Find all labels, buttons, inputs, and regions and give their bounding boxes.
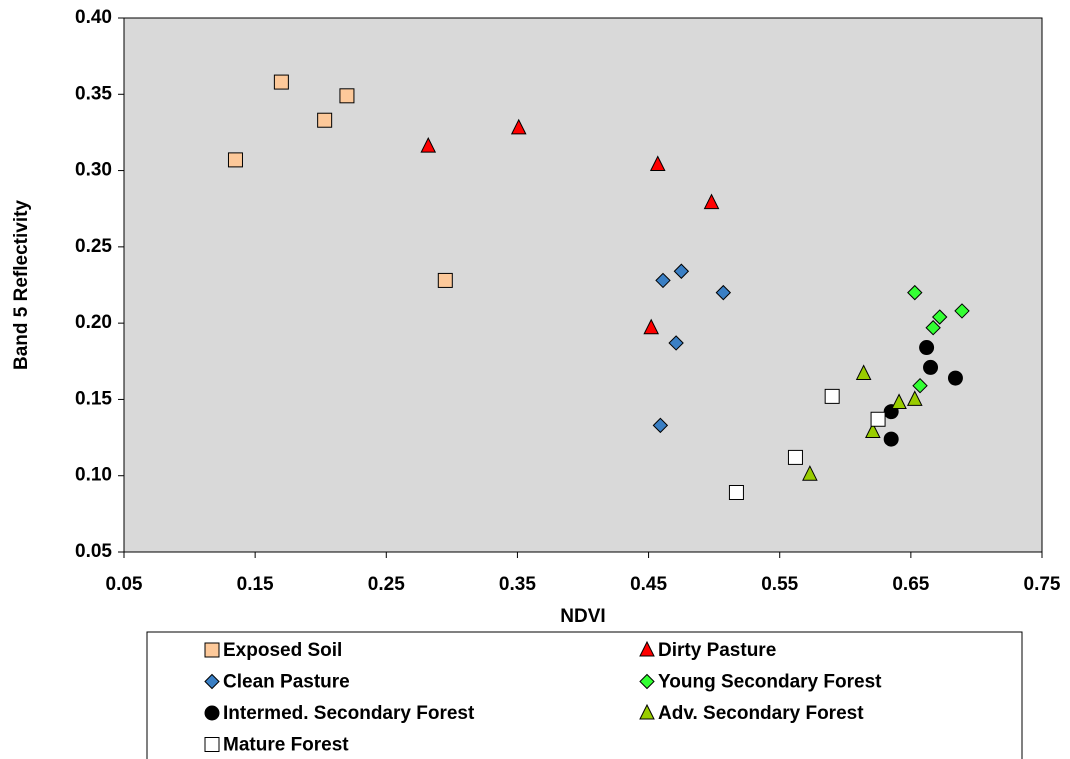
legend-marker [639, 673, 655, 690]
legend-label: Young Secondary Forest [658, 672, 882, 693]
x-tick-label: 0.45 [630, 574, 667, 595]
point [891, 393, 907, 409]
legend-marker [204, 737, 220, 752]
point [227, 152, 243, 168]
point [273, 74, 289, 90]
point [870, 411, 886, 427]
y-tick-label: 0.25 [75, 236, 112, 257]
point [907, 284, 923, 301]
x-tick-label: 0.05 [106, 574, 143, 595]
point [673, 263, 690, 279]
x-axis-label: NDVI [560, 606, 605, 627]
point [932, 309, 948, 325]
point [652, 417, 669, 434]
x-tick-label: 0.25 [368, 574, 405, 595]
point [643, 318, 660, 335]
x-tick-label: 0.55 [761, 574, 798, 595]
point [649, 155, 666, 171]
point [715, 284, 732, 301]
point [923, 359, 939, 375]
y-tick-label: 0.10 [75, 465, 112, 486]
point [787, 449, 803, 465]
point [865, 422, 881, 438]
point [824, 388, 840, 404]
x-tick-label: 0.65 [892, 574, 929, 595]
y-tick-label: 0.35 [75, 83, 112, 104]
point [855, 364, 872, 380]
x-tick-label: 0.75 [1024, 574, 1061, 595]
y-tick-label: 0.15 [75, 388, 112, 409]
point [655, 272, 671, 289]
point [883, 431, 899, 447]
point [906, 390, 923, 406]
legend-label: Mature Forest [223, 735, 349, 756]
legend-marker [204, 642, 220, 658]
y-axis-label: Band 5 Reflectivity [11, 200, 32, 370]
point [728, 484, 744, 500]
point [919, 340, 935, 356]
y-tick-label: 0.30 [75, 160, 112, 181]
point [925, 320, 941, 336]
point [954, 303, 970, 319]
y-tick-label: 0.40 [75, 7, 112, 28]
legend-label: Exposed Soil [223, 640, 342, 661]
legend-label: Dirty Pasture [658, 640, 776, 661]
x-tick-label: 0.35 [499, 574, 536, 595]
y-tick-label: 0.05 [75, 541, 112, 562]
y-tick-label: 0.20 [75, 312, 112, 333]
point [802, 465, 818, 481]
point [420, 137, 437, 153]
legend-label: Clean Pasture [223, 672, 350, 693]
legend-label: Intermed. Secondary Forest [223, 703, 475, 724]
point [510, 118, 527, 135]
legend-marker [639, 640, 655, 657]
legend-marker [639, 703, 655, 720]
point [339, 88, 355, 104]
plot-area [123, 17, 1043, 553]
legend-box [146, 631, 1023, 759]
point [703, 193, 720, 210]
point [668, 335, 684, 351]
legend-marker [204, 673, 220, 690]
legend-marker [204, 705, 220, 721]
point [912, 377, 928, 394]
point [437, 272, 453, 288]
point [317, 112, 333, 128]
x-tick-label: 0.15 [237, 574, 274, 595]
legend-label: Adv. Secondary Forest [658, 703, 864, 724]
point [947, 370, 963, 386]
